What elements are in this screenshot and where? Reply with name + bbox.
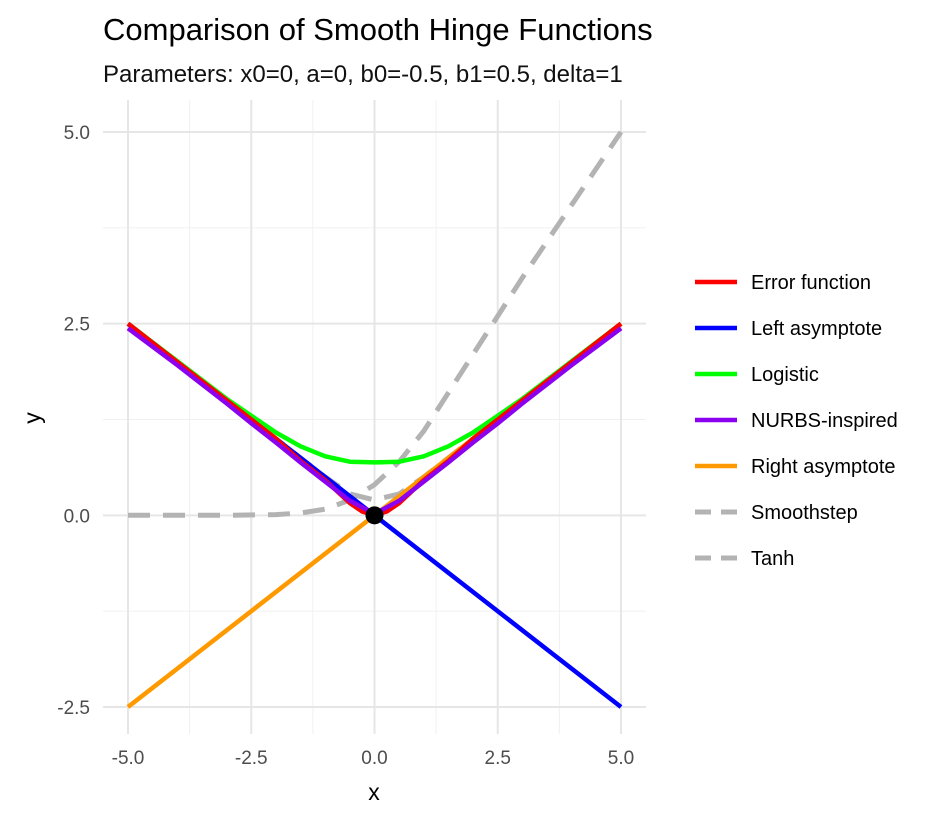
chart-subtitle: Parameters: x0=0, a=0, b0=-0.5, b1=0.5, … (103, 61, 623, 88)
y-tick-label: 2.5 (64, 315, 90, 336)
y-axis-title: y (19, 412, 45, 424)
x-axis-title: x (368, 779, 380, 805)
y-tick-label: 0.0 (64, 506, 90, 527)
legend: Error function Left asymptote Logistic NURB… (695, 272, 898, 570)
x-tick-labels: -5.0 -2.5 0.0 2.5 5.0 (112, 748, 635, 769)
hinge-point (365, 506, 384, 525)
x-tick-label: 5.0 (608, 748, 634, 769)
data-points (365, 506, 384, 525)
x-tick-label: -5.0 (112, 748, 145, 769)
y-tick-labels: -2.5 0.0 2.5 5.0 (57, 123, 90, 719)
legend-label-tanh: Tanh (751, 548, 794, 570)
legend-label-error-function: Error function (751, 272, 871, 294)
x-tick-label: 2.5 (485, 748, 511, 769)
legend-label-nurbs-inspired: NURBS-inspired (751, 410, 898, 432)
y-tick-label: -2.5 (57, 698, 90, 719)
legend-label-left-asymptote: Left asymptote (751, 318, 882, 340)
legend-label-logistic: Logistic (751, 364, 819, 386)
series-line-logistic (126, 321, 623, 465)
legend-label-smoothstep: Smoothstep (751, 502, 858, 524)
legend-label-right-asymptote: Right asymptote (751, 456, 896, 478)
y-tick-label: 5.0 (64, 123, 90, 144)
series-line-smoothstep (128, 130, 624, 518)
x-tick-label: -2.5 (235, 748, 268, 769)
plot-grid (103, 100, 646, 734)
chart-title: Comparison of Smooth Hinge Functions (103, 12, 653, 47)
x-tick-label: 0.0 (361, 748, 387, 769)
